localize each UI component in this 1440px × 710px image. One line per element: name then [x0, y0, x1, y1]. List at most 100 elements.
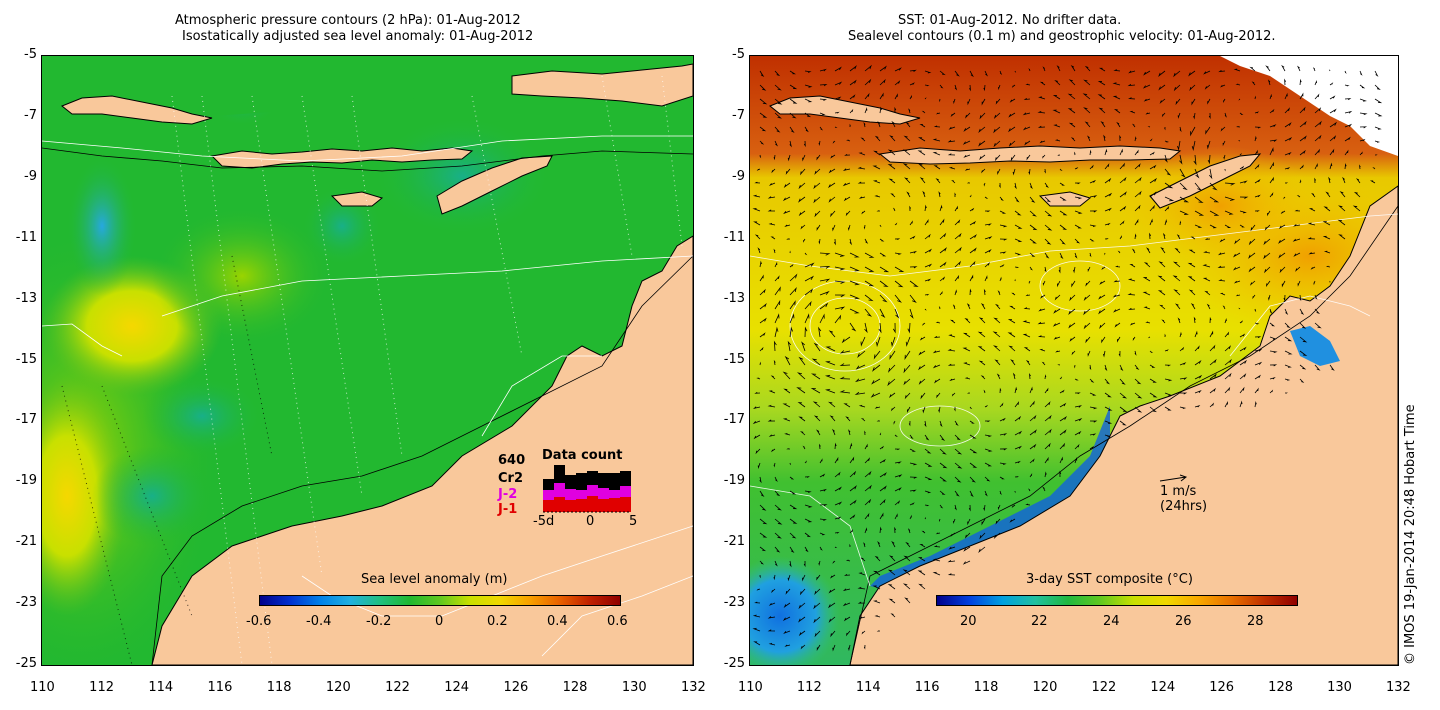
velocity-arrow: [979, 154, 986, 160]
velocity-arrow: [1232, 252, 1241, 258]
velocity-arrow: [834, 546, 838, 549]
velocity-arrow: [1074, 418, 1083, 422]
velocity-arrow: [1039, 81, 1046, 86]
velocity-arrow: [1284, 322, 1291, 329]
velocity-arrow: [1194, 374, 1203, 380]
right-y-tick-label: -19: [723, 473, 745, 489]
velocity-arrow: [819, 112, 826, 116]
velocity-arrow: [962, 140, 971, 145]
velocity-arrow: [894, 222, 898, 226]
velocity-arrow: [1087, 266, 1091, 273]
velocity-arrow: [978, 317, 986, 324]
velocity-arrow: [1028, 68, 1031, 72]
left-x-tick-label: 126: [503, 680, 529, 695]
velocity-arrow: [774, 504, 782, 511]
velocity-arrow: [1254, 149, 1258, 156]
velocity-arrow: [953, 518, 956, 525]
velocity-arrow: [774, 275, 780, 282]
velocity-arrow: [1284, 378, 1291, 381]
velocity-arrow: [1278, 252, 1286, 259]
velocity-arrow: [1104, 222, 1111, 226]
velocity-arrow: [909, 476, 918, 479]
velocity-arrow: [984, 275, 988, 282]
lesser-sunda-islands: [210, 147, 474, 169]
velocity-arrow: [939, 70, 946, 76]
velocity-arrow: [1074, 364, 1076, 369]
velocity-arrow: [924, 97, 927, 100]
velocity-arrow: [993, 112, 1001, 119]
velocity-arrow: [969, 260, 976, 268]
velocity-arrow: [759, 490, 765, 498]
velocity-arrow: [774, 490, 781, 497]
velocity-arrow: [1338, 234, 1346, 240]
velocity-arrow: [1119, 176, 1127, 184]
velocity-arrow: [1014, 196, 1020, 203]
velocity-arrow: [789, 98, 798, 104]
velocity-arrow: [1116, 121, 1121, 128]
velocity-arrow: [879, 498, 886, 506]
velocity-arrow: [924, 70, 932, 74]
velocity-arrow: [932, 151, 941, 156]
velocity-arrow: [1218, 69, 1226, 73]
velocity-arrow: [954, 420, 959, 426]
left-y-tick-label: -13: [15, 290, 37, 306]
velocity-arrow: [1044, 428, 1052, 436]
velocity-arrow: [932, 364, 941, 369]
velocity-arrow: [1254, 126, 1262, 129]
velocity-arrow: [968, 84, 971, 92]
velocity-arrow: [1204, 84, 1211, 90]
velocity-arrow: [1014, 386, 1018, 394]
velocity-arrow: [770, 375, 776, 380]
velocity-arrow: [789, 300, 796, 310]
velocity-arrow: [894, 308, 900, 319]
velocity-arrow: [1205, 126, 1211, 135]
velocity-arrow: [1011, 504, 1016, 508]
velocity-arrow: [879, 445, 885, 450]
velocity-arrow: [1099, 280, 1106, 285]
velocity-arrow: [1235, 83, 1241, 86]
left-x-tick-label: 110: [30, 680, 55, 695]
velocity-arrow: [1143, 70, 1151, 76]
velocity-arrow: [1057, 280, 1061, 288]
velocity-arrow: [783, 630, 791, 634]
velocity-arrow: [873, 150, 881, 156]
velocity-arrow: [804, 326, 808, 338]
velocity-arrow: [1278, 238, 1286, 244]
velocity-arrow: [752, 627, 761, 632]
velocity-arrow: [1234, 238, 1241, 245]
right-y-tick-label: -5: [732, 47, 745, 62]
velocity-arrow: [909, 489, 917, 492]
velocity-arrow: [904, 177, 911, 184]
left-y-tick-label: -15: [15, 351, 37, 367]
velocity-arrow: [1299, 294, 1302, 302]
velocity-arrow: [977, 331, 986, 338]
velocity-arrow: [933, 125, 941, 128]
velocity-arrow: [924, 462, 933, 467]
velocity-arrow: [803, 560, 806, 568]
velocity-arrow: [1249, 280, 1256, 286]
velocity-arrow: [907, 528, 911, 534]
velocity-arrow: [903, 555, 911, 562]
velocity-arrow: [992, 331, 1001, 338]
velocity-arrow: [1284, 364, 1292, 368]
sat-label-j1: J-1: [498, 502, 518, 517]
velocity-arrow: [909, 280, 919, 287]
velocity-arrow: [1308, 208, 1316, 212]
velocity-arrow: [1359, 70, 1363, 76]
velocity-arrow: [890, 193, 896, 198]
velocity-arrow: [872, 600, 881, 604]
velocity-arrow: [798, 630, 806, 637]
velocity-arrow: [999, 387, 1002, 394]
velocity-arrow: [816, 644, 821, 651]
velocity-arrow: [1374, 140, 1381, 143]
velocity-arrow: [848, 644, 851, 652]
velocity-arrow: [939, 247, 947, 254]
velocity-arrow: [1209, 316, 1212, 324]
velocity-arrow: [948, 126, 956, 130]
velocity-arrow: [984, 223, 992, 226]
velocity-arrow: [804, 546, 809, 553]
velocity-arrow: [1074, 457, 1078, 464]
velocity-arrow: [1337, 219, 1346, 226]
velocity-arrow: [879, 252, 887, 257]
velocity-arrow: [857, 181, 866, 184]
